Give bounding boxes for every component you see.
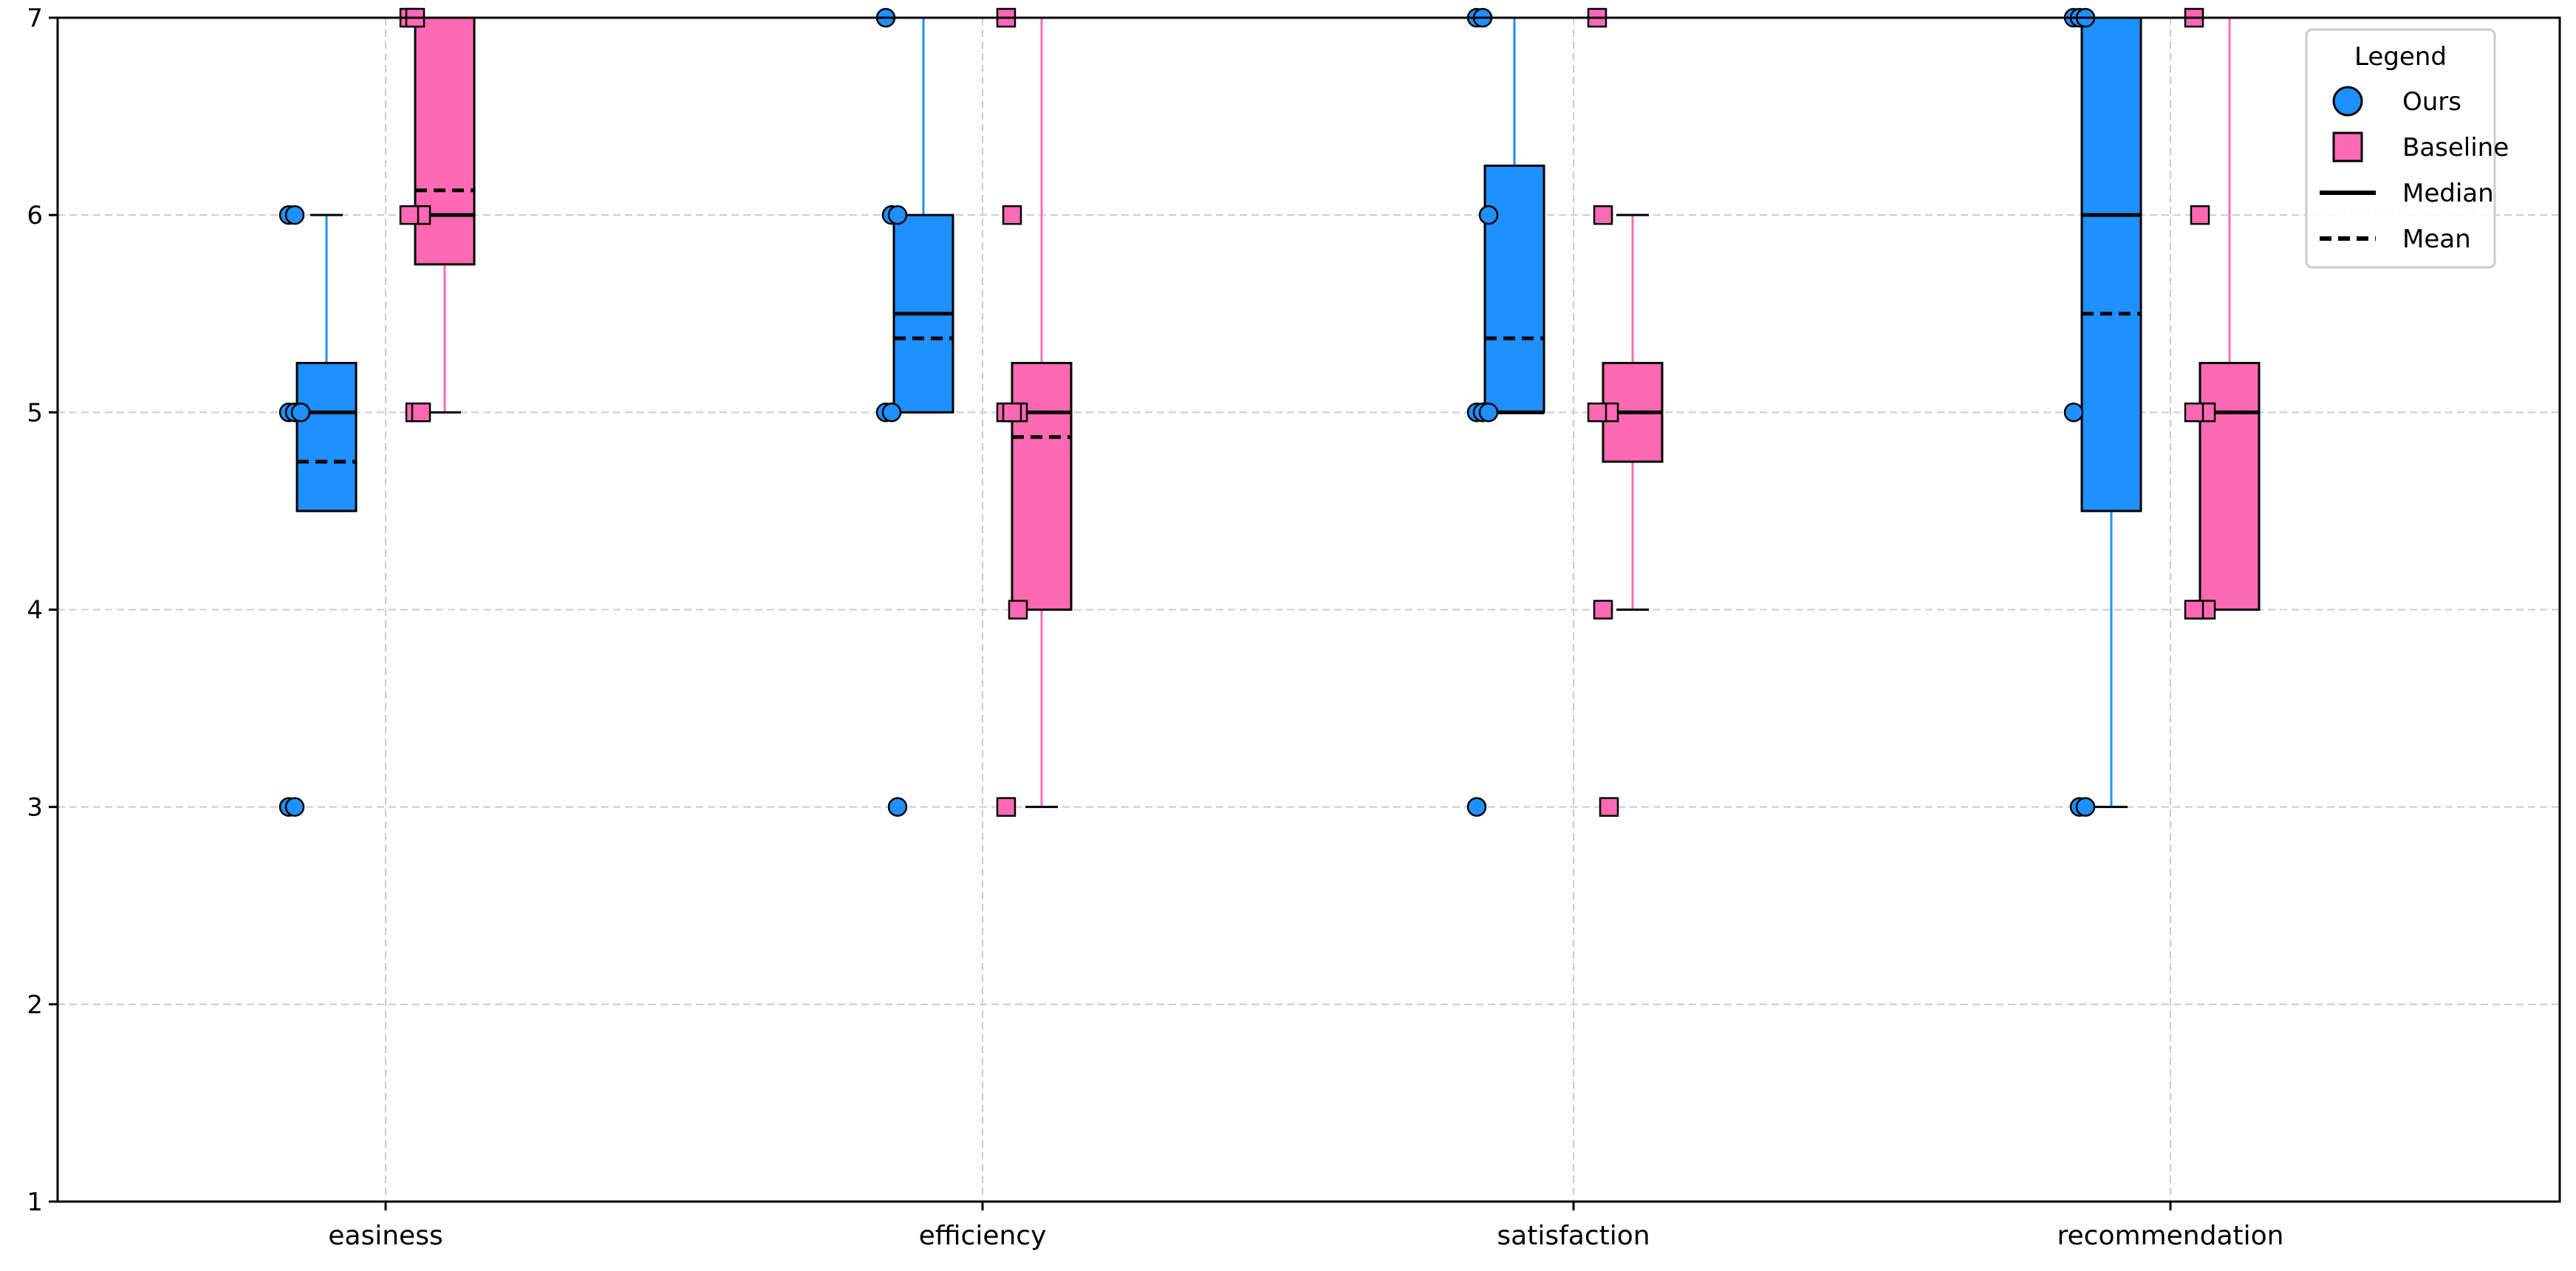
ours-point [1466, 797, 1487, 817]
x-tick-label-satisfaction: satisfaction [1497, 1221, 1650, 1251]
baseline-box [1011, 362, 1073, 611]
ours-point [881, 402, 902, 422]
baseline-box [2199, 362, 2261, 611]
ours-point [2063, 402, 2084, 422]
legend-marker-ours [2332, 86, 2363, 117]
legend-label-median: Median [2402, 179, 2494, 208]
baseline-box [414, 16, 476, 266]
ours-point [887, 797, 908, 817]
baseline-point [1587, 402, 1608, 422]
y-tick-label: 5 [27, 398, 43, 428]
ours-box [2080, 16, 2142, 513]
baseline-point [2190, 205, 2210, 225]
baseline-point [1593, 600, 1613, 620]
baseline-point [399, 205, 420, 225]
y-tick-label: 2 [27, 990, 43, 1020]
baseline-point [2184, 402, 2204, 422]
legend: Legend Ours Baseline Median Mean [2305, 28, 2509, 269]
baseline-point [996, 797, 1017, 817]
ours-point [1478, 205, 1499, 225]
ours-box [1483, 164, 1545, 414]
x-tick-label-easiness: easiness [328, 1221, 443, 1251]
x-tick-label-recommendation: recommendation [2057, 1221, 2284, 1251]
ours-point [1478, 402, 1499, 422]
y-tick-label: 6 [27, 201, 43, 230]
legend-title: Legend [2354, 42, 2447, 72]
ours-point [284, 797, 305, 817]
legend-marker-baseline [2332, 131, 2363, 162]
y-tick-label: 3 [27, 793, 43, 823]
box-layer [295, 16, 2261, 809]
y-tick-label: 4 [27, 596, 43, 626]
grid-layer [58, 17, 2560, 1202]
x-tick-label-efficiency: efficiency [919, 1221, 1047, 1251]
ours-point [284, 205, 305, 225]
legend-label-ours: Ours [2402, 87, 2461, 117]
y-tick-label: 7 [27, 4, 43, 33]
baseline-point [1002, 402, 1022, 422]
ours-box [295, 362, 358, 513]
baseline-point [1002, 205, 1022, 225]
baseline-point [411, 402, 431, 422]
ours-point [2075, 797, 2096, 817]
baseline-point [1008, 600, 1028, 620]
baseline-point [2184, 600, 2204, 620]
legend-label-mean: Mean [2402, 225, 2471, 254]
ours-point [887, 205, 908, 225]
baseline-point [1599, 797, 1619, 817]
ours-point [290, 402, 311, 422]
baseline-point [1593, 205, 1613, 225]
y-tick-label: 1 [27, 1188, 43, 1217]
axis-layer: 1 2 3 4 5 6 7 easiness efficiency satisfaction rec… [27, 4, 2561, 1251]
legend-label-baseline: Baseline [2402, 133, 2509, 162]
